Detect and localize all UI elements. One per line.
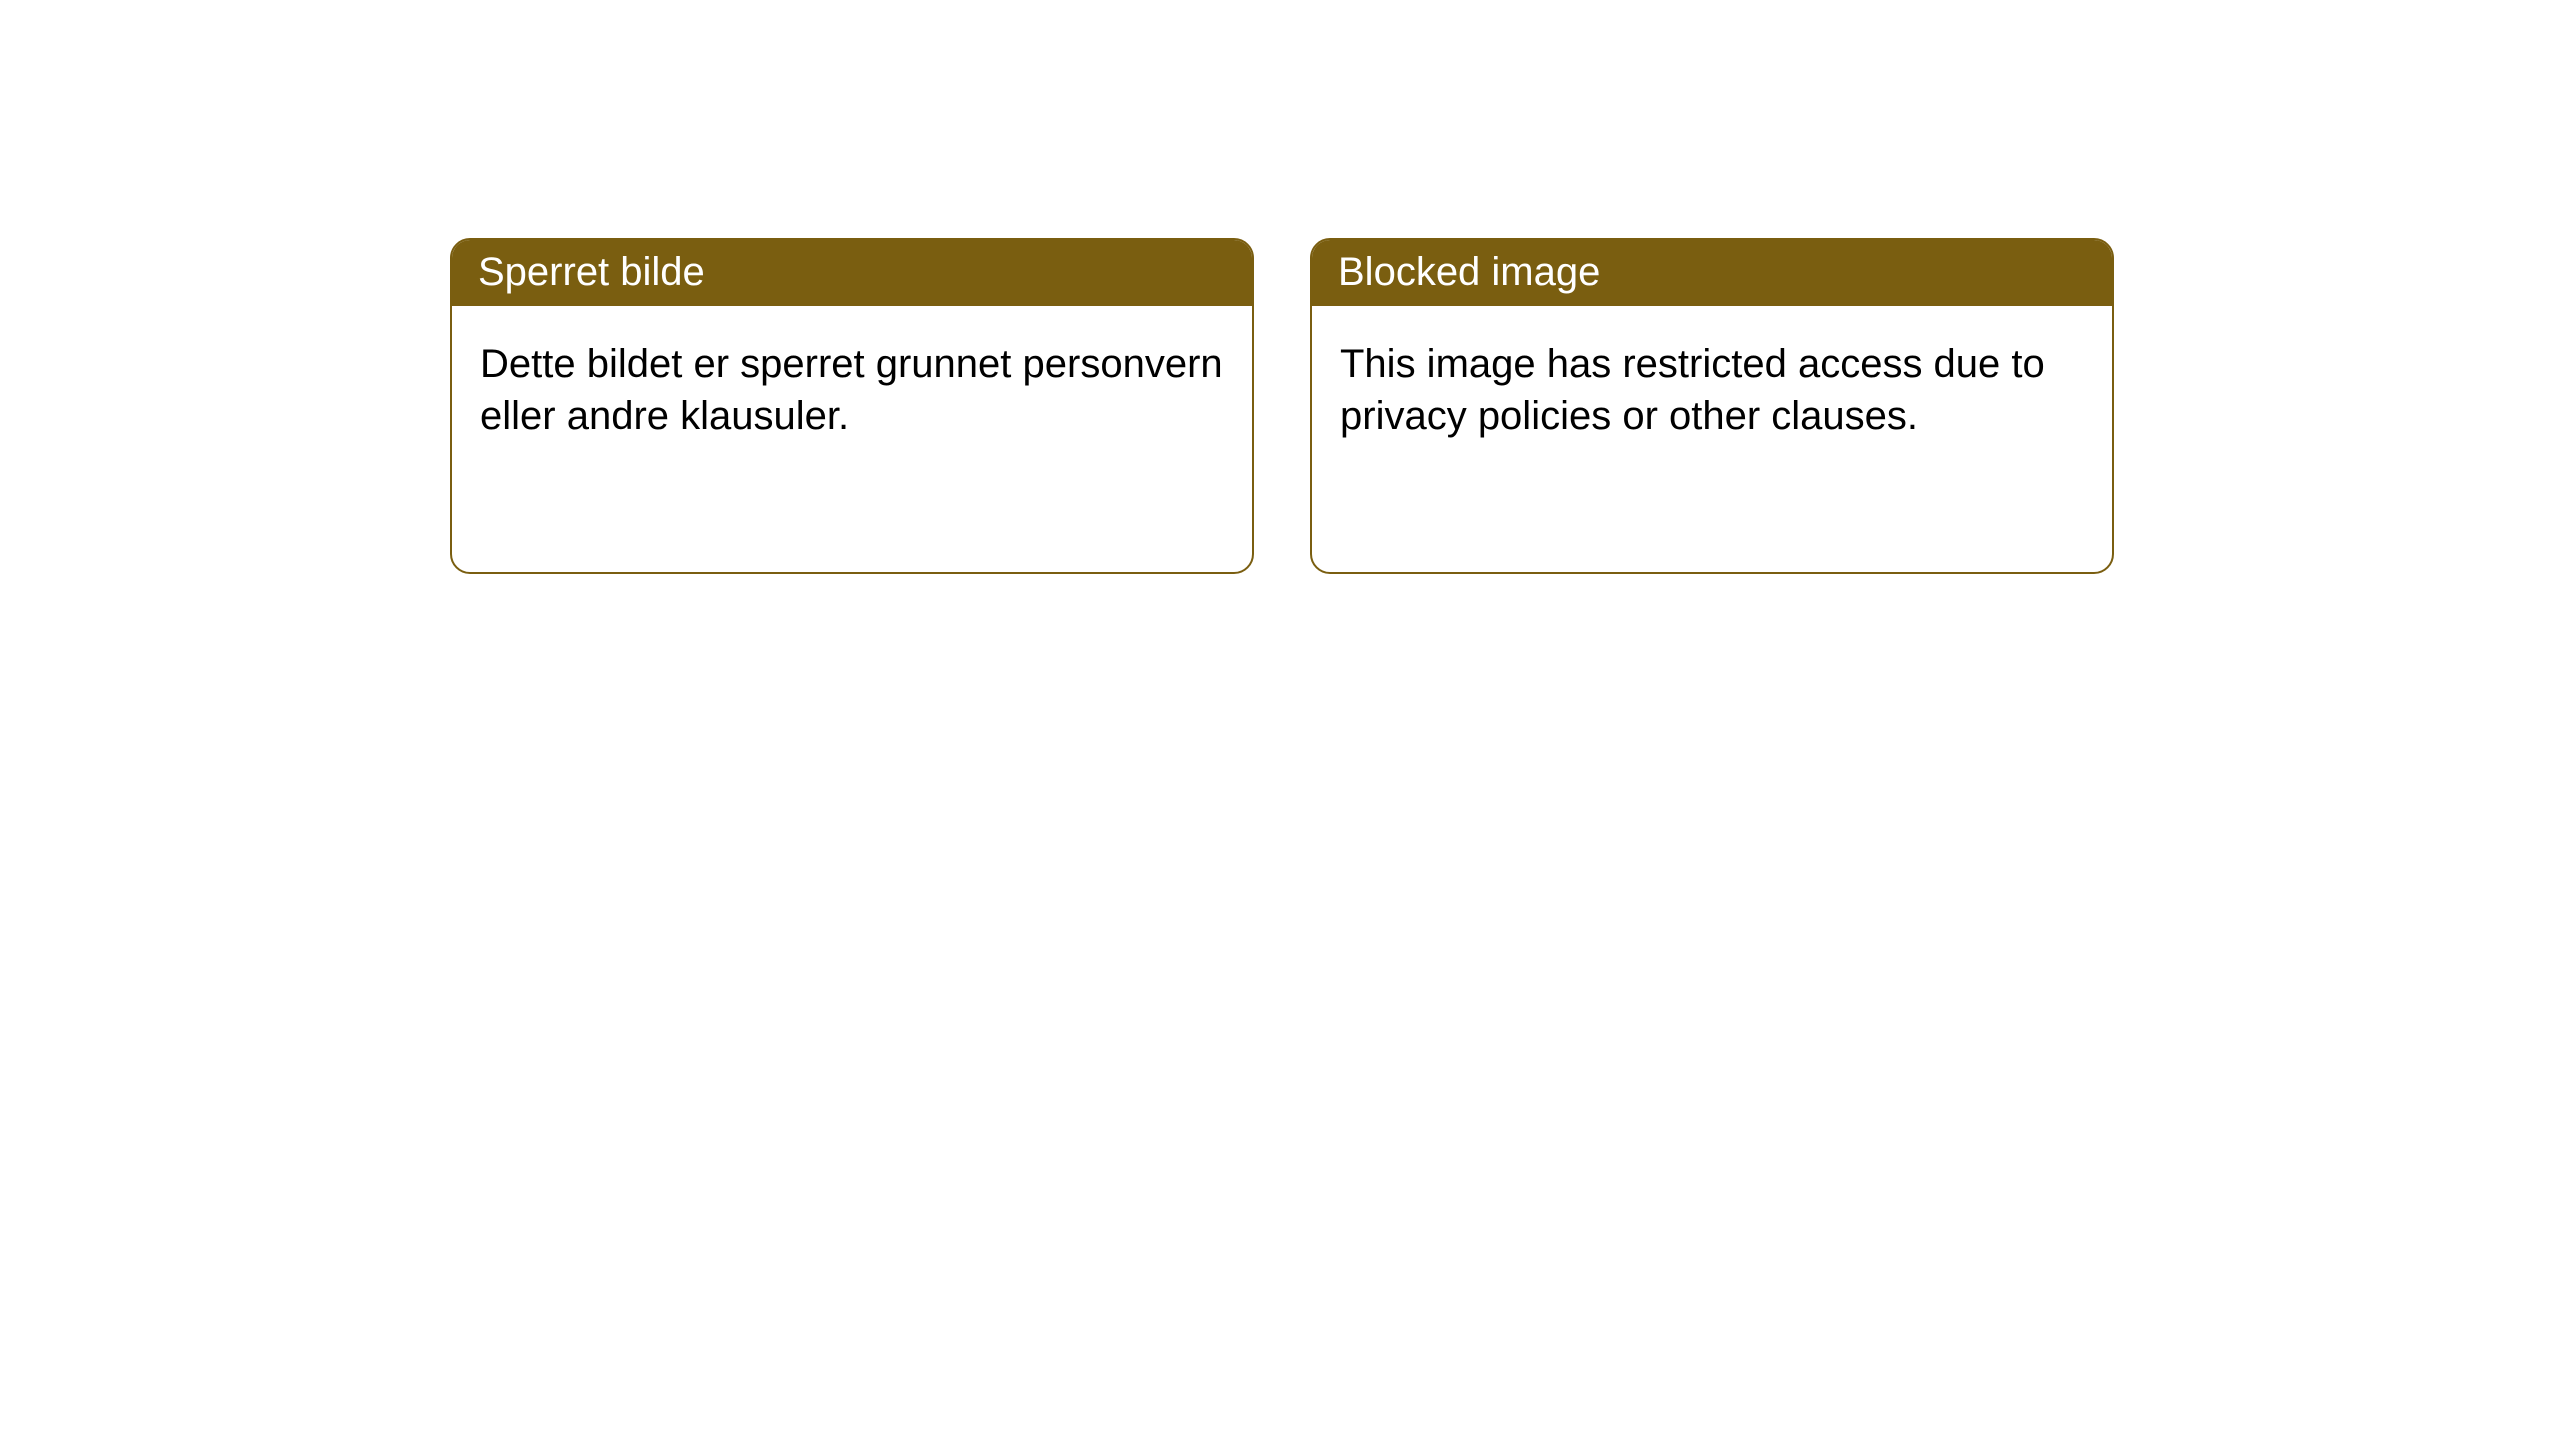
notice-container: Sperret bilde Dette bildet er sperret gr… [0,0,2560,574]
notice-title: Blocked image [1312,240,2112,306]
notice-title: Sperret bilde [452,240,1252,306]
notice-body: This image has restricted access due to … [1312,306,2112,474]
notice-card-norwegian: Sperret bilde Dette bildet er sperret gr… [450,238,1254,574]
notice-body: Dette bildet er sperret grunnet personve… [452,306,1252,474]
notice-card-english: Blocked image This image has restricted … [1310,238,2114,574]
